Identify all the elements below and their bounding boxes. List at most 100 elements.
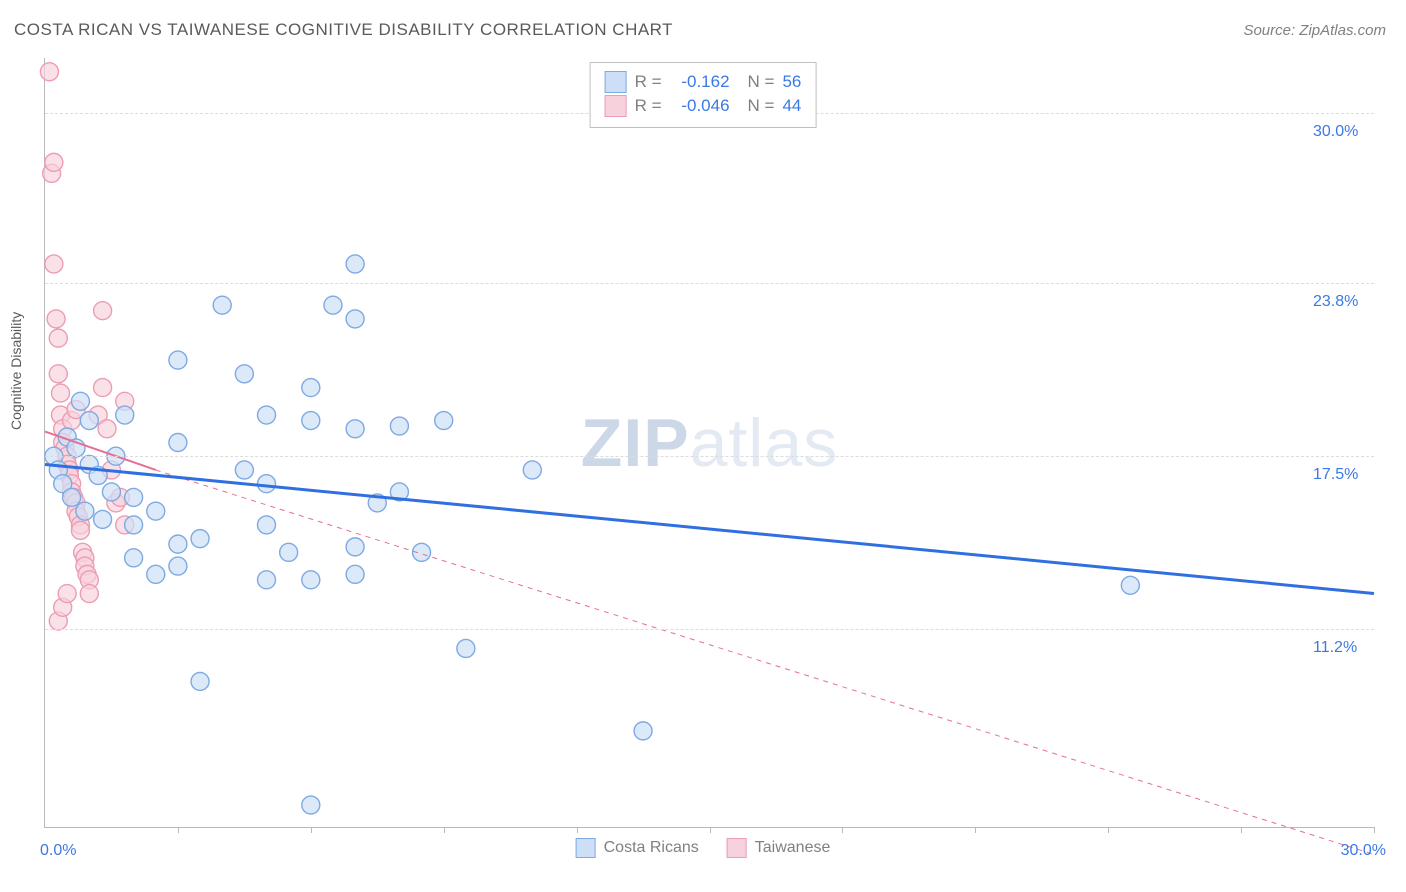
legend-label: Costa Ricans <box>604 839 699 857</box>
scatter-point <box>45 153 63 171</box>
x-tick <box>975 827 976 833</box>
x-tick <box>444 827 445 833</box>
x-tick <box>311 827 312 833</box>
legend-swatch <box>605 95 627 117</box>
scatter-point <box>169 434 187 452</box>
scatter-point <box>346 565 364 583</box>
legend-row: R = -0.162 N = 56 <box>605 71 802 93</box>
y-tick-label: 30.0% <box>1313 123 1358 141</box>
y-tick-label: 17.5% <box>1313 466 1358 484</box>
scatter-point <box>258 516 276 534</box>
legend-r-eq: R = <box>635 96 662 116</box>
scatter-point <box>49 365 67 383</box>
scatter-point <box>47 310 65 328</box>
scatter-point <box>302 412 320 430</box>
scatter-point <box>258 406 276 424</box>
scatter-point <box>302 379 320 397</box>
scatter-point <box>169 535 187 553</box>
scatter-point <box>71 521 89 539</box>
scatter-point <box>346 538 364 556</box>
scatter-point <box>324 296 342 314</box>
x-tick <box>710 827 711 833</box>
scatter-point <box>191 672 209 690</box>
scatter-point <box>71 392 89 410</box>
scatter-point <box>147 565 165 583</box>
scatter-point <box>235 365 253 383</box>
legend-swatch <box>727 838 747 858</box>
scatter-point <box>523 461 541 479</box>
scatter-point <box>52 384 70 402</box>
scatter-point <box>1121 576 1139 594</box>
scatter-point <box>235 461 253 479</box>
scatter-point <box>435 412 453 430</box>
scatter-point <box>258 475 276 493</box>
x-tick <box>178 827 179 833</box>
gridline <box>45 456 1374 457</box>
scatter-point <box>258 571 276 589</box>
scatter-point <box>346 420 364 438</box>
gridline <box>45 629 1374 630</box>
scatter-point <box>213 296 231 314</box>
scatter-point <box>45 255 63 273</box>
scatter-point <box>390 417 408 435</box>
scatter-point <box>302 796 320 814</box>
x-tick <box>1374 827 1375 833</box>
legend-row: R = -0.046 N = 44 <box>605 95 802 117</box>
legend-r-eq: R = <box>635 72 662 92</box>
legend-n-eq: N = <box>748 72 775 92</box>
legend-r-value: -0.162 <box>670 72 730 92</box>
scatter-point <box>169 351 187 369</box>
scatter-point <box>125 516 143 534</box>
scatter-point <box>302 571 320 589</box>
scatter-point <box>191 530 209 548</box>
y-axis-label: Cognitive Disability <box>8 312 24 430</box>
x-tick <box>1108 827 1109 833</box>
scatter-point <box>125 549 143 567</box>
scatter-point <box>147 502 165 520</box>
scatter-point <box>40 63 58 81</box>
legend-r-value: -0.046 <box>670 96 730 116</box>
legend-swatch <box>605 71 627 93</box>
scatter-point <box>346 255 364 273</box>
x-tick <box>842 827 843 833</box>
series-legend: Costa Ricans Taiwanese <box>576 838 831 858</box>
scatter-point <box>634 722 652 740</box>
trend-line-extrap <box>156 470 1374 855</box>
legend-item: Taiwanese <box>727 838 831 858</box>
chart-plot-area: ZIPatlas <box>44 58 1374 828</box>
scatter-point <box>116 406 134 424</box>
scatter-point <box>346 310 364 328</box>
chart-source: Source: ZipAtlas.com <box>1243 22 1386 39</box>
x-axis-max-label: 30.0% <box>1341 842 1386 860</box>
legend-swatch <box>576 838 596 858</box>
scatter-point <box>80 412 98 430</box>
scatter-point <box>125 488 143 506</box>
scatter-point <box>94 510 112 528</box>
scatter-point <box>98 420 116 438</box>
x-tick <box>1241 827 1242 833</box>
legend-label: Taiwanese <box>755 839 831 857</box>
y-tick-label: 23.8% <box>1313 293 1358 311</box>
scatter-point <box>94 302 112 320</box>
scatter-point <box>280 543 298 561</box>
scatter-point <box>80 585 98 603</box>
scatter-point <box>169 557 187 575</box>
trend-line <box>45 464 1374 593</box>
scatter-point <box>102 483 120 501</box>
scatter-point <box>63 488 81 506</box>
chart-title: COSTA RICAN VS TAIWANESE COGNITIVE DISAB… <box>14 20 673 40</box>
x-tick <box>577 827 578 833</box>
scatter-point <box>94 379 112 397</box>
correlation-legend: R = -0.162 N = 56 R = -0.046 N = 44 <box>590 62 817 128</box>
x-axis-min-label: 0.0% <box>40 842 76 860</box>
y-tick-label: 11.2% <box>1313 639 1357 657</box>
legend-n-value: 56 <box>782 72 801 92</box>
scatter-point <box>49 329 67 347</box>
scatter-point <box>76 502 94 520</box>
gridline <box>45 283 1374 284</box>
chart-svg <box>45 58 1374 827</box>
scatter-point <box>58 585 76 603</box>
legend-n-value: 44 <box>782 96 801 116</box>
legend-n-eq: N = <box>748 96 775 116</box>
scatter-point <box>457 639 475 657</box>
